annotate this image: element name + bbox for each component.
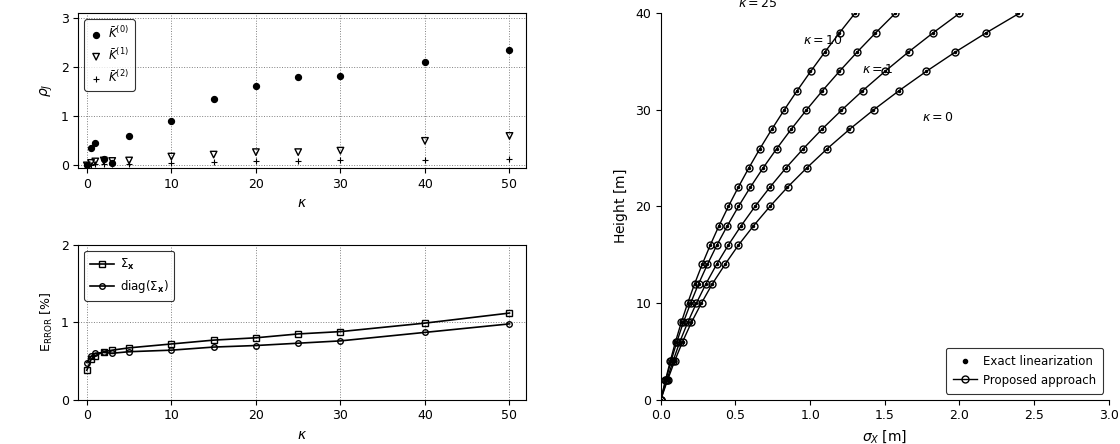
Y-axis label: $\mathrm{E}_{\mathrm{RROR}}$ [%]: $\mathrm{E}_{\mathrm{RROR}}$ [%]	[39, 292, 55, 353]
X-axis label: $\kappa$: $\kappa$	[297, 428, 308, 442]
X-axis label: $\kappa$: $\kappa$	[297, 196, 308, 210]
$\bar{K}^{(0)}$	[332, 72, 349, 79]
$\bar{K}^{(2)}$	[289, 158, 307, 165]
$\bar{K}^{(0)}$	[246, 83, 264, 90]
$\bar{K}^{(1)}$	[103, 158, 121, 165]
$\bar{K}^{(1)}$	[78, 162, 96, 169]
$\mathrm{diag}(\Sigma_\mathbf{x})$	[503, 321, 516, 326]
Legend: $\bar{K}^{(0)}$, $\bar{K}^{(1)}$, $\bar{K}^{(2)}$: $\bar{K}^{(0)}$, $\bar{K}^{(1)}$, $\bar{…	[84, 19, 134, 91]
$\bar{K}^{(1)}$	[82, 159, 100, 166]
Text: $\kappa=1$: $\kappa=1$	[862, 63, 894, 76]
$\bar{K}^{(2)}$	[332, 157, 349, 164]
Text: $\kappa=0$: $\kappa=0$	[922, 111, 954, 124]
$\Sigma_\mathbf{x}$	[165, 341, 178, 347]
$\Sigma_\mathbf{x}$	[84, 357, 97, 362]
Text: $\kappa=10$: $\kappa=10$	[803, 34, 842, 47]
Line: $\Sigma_\mathbf{x}$: $\Sigma_\mathbf{x}$	[84, 310, 512, 373]
$\bar{K}^{(2)}$	[416, 156, 433, 163]
$\bar{K}^{(0)}$	[78, 162, 96, 169]
$\bar{K}^{(2)}$	[162, 159, 180, 166]
$\bar{K}^{(0)}$	[95, 156, 113, 163]
$\bar{K}^{(1)}$	[95, 157, 113, 164]
$\mathrm{diag}(\Sigma_\mathbf{x})$	[88, 351, 102, 356]
$\mathrm{diag}(\Sigma_\mathbf{x})$	[97, 350, 111, 355]
$\bar{K}^{(1)}$	[205, 151, 223, 158]
$\Sigma_\mathbf{x}$	[249, 335, 262, 341]
$\bar{K}^{(0)}$	[289, 74, 307, 81]
$\Sigma_\mathbf{x}$	[105, 348, 119, 353]
$\bar{K}^{(2)}$	[78, 162, 96, 169]
$\Sigma_\mathbf{x}$	[207, 337, 221, 343]
Y-axis label: $\rho_J$: $\rho_J$	[39, 84, 55, 97]
$\mathrm{diag}(\Sigma_\mathbf{x})$	[81, 360, 94, 365]
$\bar{K}^{(0)}$	[103, 159, 121, 166]
$\bar{K}^{(1)}$	[86, 158, 104, 165]
$\bar{K}^{(2)}$	[120, 160, 138, 167]
$\Sigma_\mathbf{x}$	[97, 349, 111, 354]
Text: $\kappa=25$: $\kappa=25$	[738, 0, 778, 10]
Y-axis label: Height $[\mathrm{m}]$: Height $[\mathrm{m}]$	[612, 169, 629, 244]
$\bar{K}^{(2)}$	[82, 161, 100, 168]
$\Sigma_\mathbf{x}$	[81, 368, 94, 373]
$\bar{K}^{(0)}$	[416, 59, 433, 66]
$\Sigma_\mathbf{x}$	[503, 310, 516, 316]
Legend: Exact linearization, Proposed approach: Exact linearization, Proposed approach	[946, 348, 1103, 394]
$\Sigma_\mathbf{x}$	[334, 329, 347, 334]
$\mathrm{diag}(\Sigma_\mathbf{x})$	[249, 343, 262, 348]
Legend: $\Sigma_\mathbf{x}$, $\mathrm{diag}(\Sigma_\mathbf{x})$: $\Sigma_\mathbf{x}$, $\mathrm{diag}(\Sig…	[84, 251, 175, 301]
$\mathrm{diag}(\Sigma_\mathbf{x})$	[122, 349, 136, 354]
$\bar{K}^{(0)}$	[501, 47, 519, 54]
$\mathrm{diag}(\Sigma_\mathbf{x})$	[334, 338, 347, 344]
X-axis label: $\sigma_X\;[\mathrm{m}]$: $\sigma_X\;[\mathrm{m}]$	[862, 428, 907, 444]
$\bar{K}^{(1)}$	[332, 147, 349, 154]
$\bar{K}^{(0)}$	[82, 145, 100, 152]
$\bar{K}^{(0)}$	[86, 140, 104, 147]
$\bar{K}^{(1)}$	[501, 132, 519, 139]
$\mathrm{diag}(\Sigma_\mathbf{x})$	[84, 354, 97, 359]
$\bar{K}^{(2)}$	[103, 160, 121, 167]
$\mathrm{diag}(\Sigma_\mathbf{x})$	[291, 341, 305, 346]
$\bar{K}^{(1)}$	[120, 157, 138, 164]
$\bar{K}^{(2)}$	[86, 161, 104, 168]
$\mathrm{diag}(\Sigma_\mathbf{x})$	[418, 330, 431, 335]
$\Sigma_\mathbf{x}$	[122, 345, 136, 350]
$\mathrm{diag}(\Sigma_\mathbf{x})$	[105, 351, 119, 356]
$\bar{K}^{(1)}$	[246, 149, 264, 156]
Line: $\mathrm{diag}(\Sigma_\mathbf{x})$: $\mathrm{diag}(\Sigma_\mathbf{x})$	[84, 321, 512, 365]
$\mathrm{diag}(\Sigma_\mathbf{x})$	[165, 348, 178, 353]
$\bar{K}^{(2)}$	[246, 158, 264, 165]
$\bar{K}^{(1)}$	[162, 153, 180, 160]
$\Sigma_\mathbf{x}$	[291, 331, 305, 337]
$\bar{K}^{(2)}$	[95, 160, 113, 167]
$\bar{K}^{(0)}$	[120, 132, 138, 139]
$\bar{K}^{(1)}$	[416, 137, 433, 144]
$\Sigma_\mathbf{x}$	[88, 353, 102, 358]
$\bar{K}^{(0)}$	[205, 95, 223, 103]
$\bar{K}^{(2)}$	[501, 156, 519, 163]
$\bar{K}^{(0)}$	[162, 118, 180, 125]
$\bar{K}^{(2)}$	[205, 159, 223, 166]
$\bar{K}^{(1)}$	[289, 149, 307, 156]
$\mathrm{diag}(\Sigma_\mathbf{x})$	[207, 345, 221, 350]
$\Sigma_\mathbf{x}$	[418, 321, 431, 326]
